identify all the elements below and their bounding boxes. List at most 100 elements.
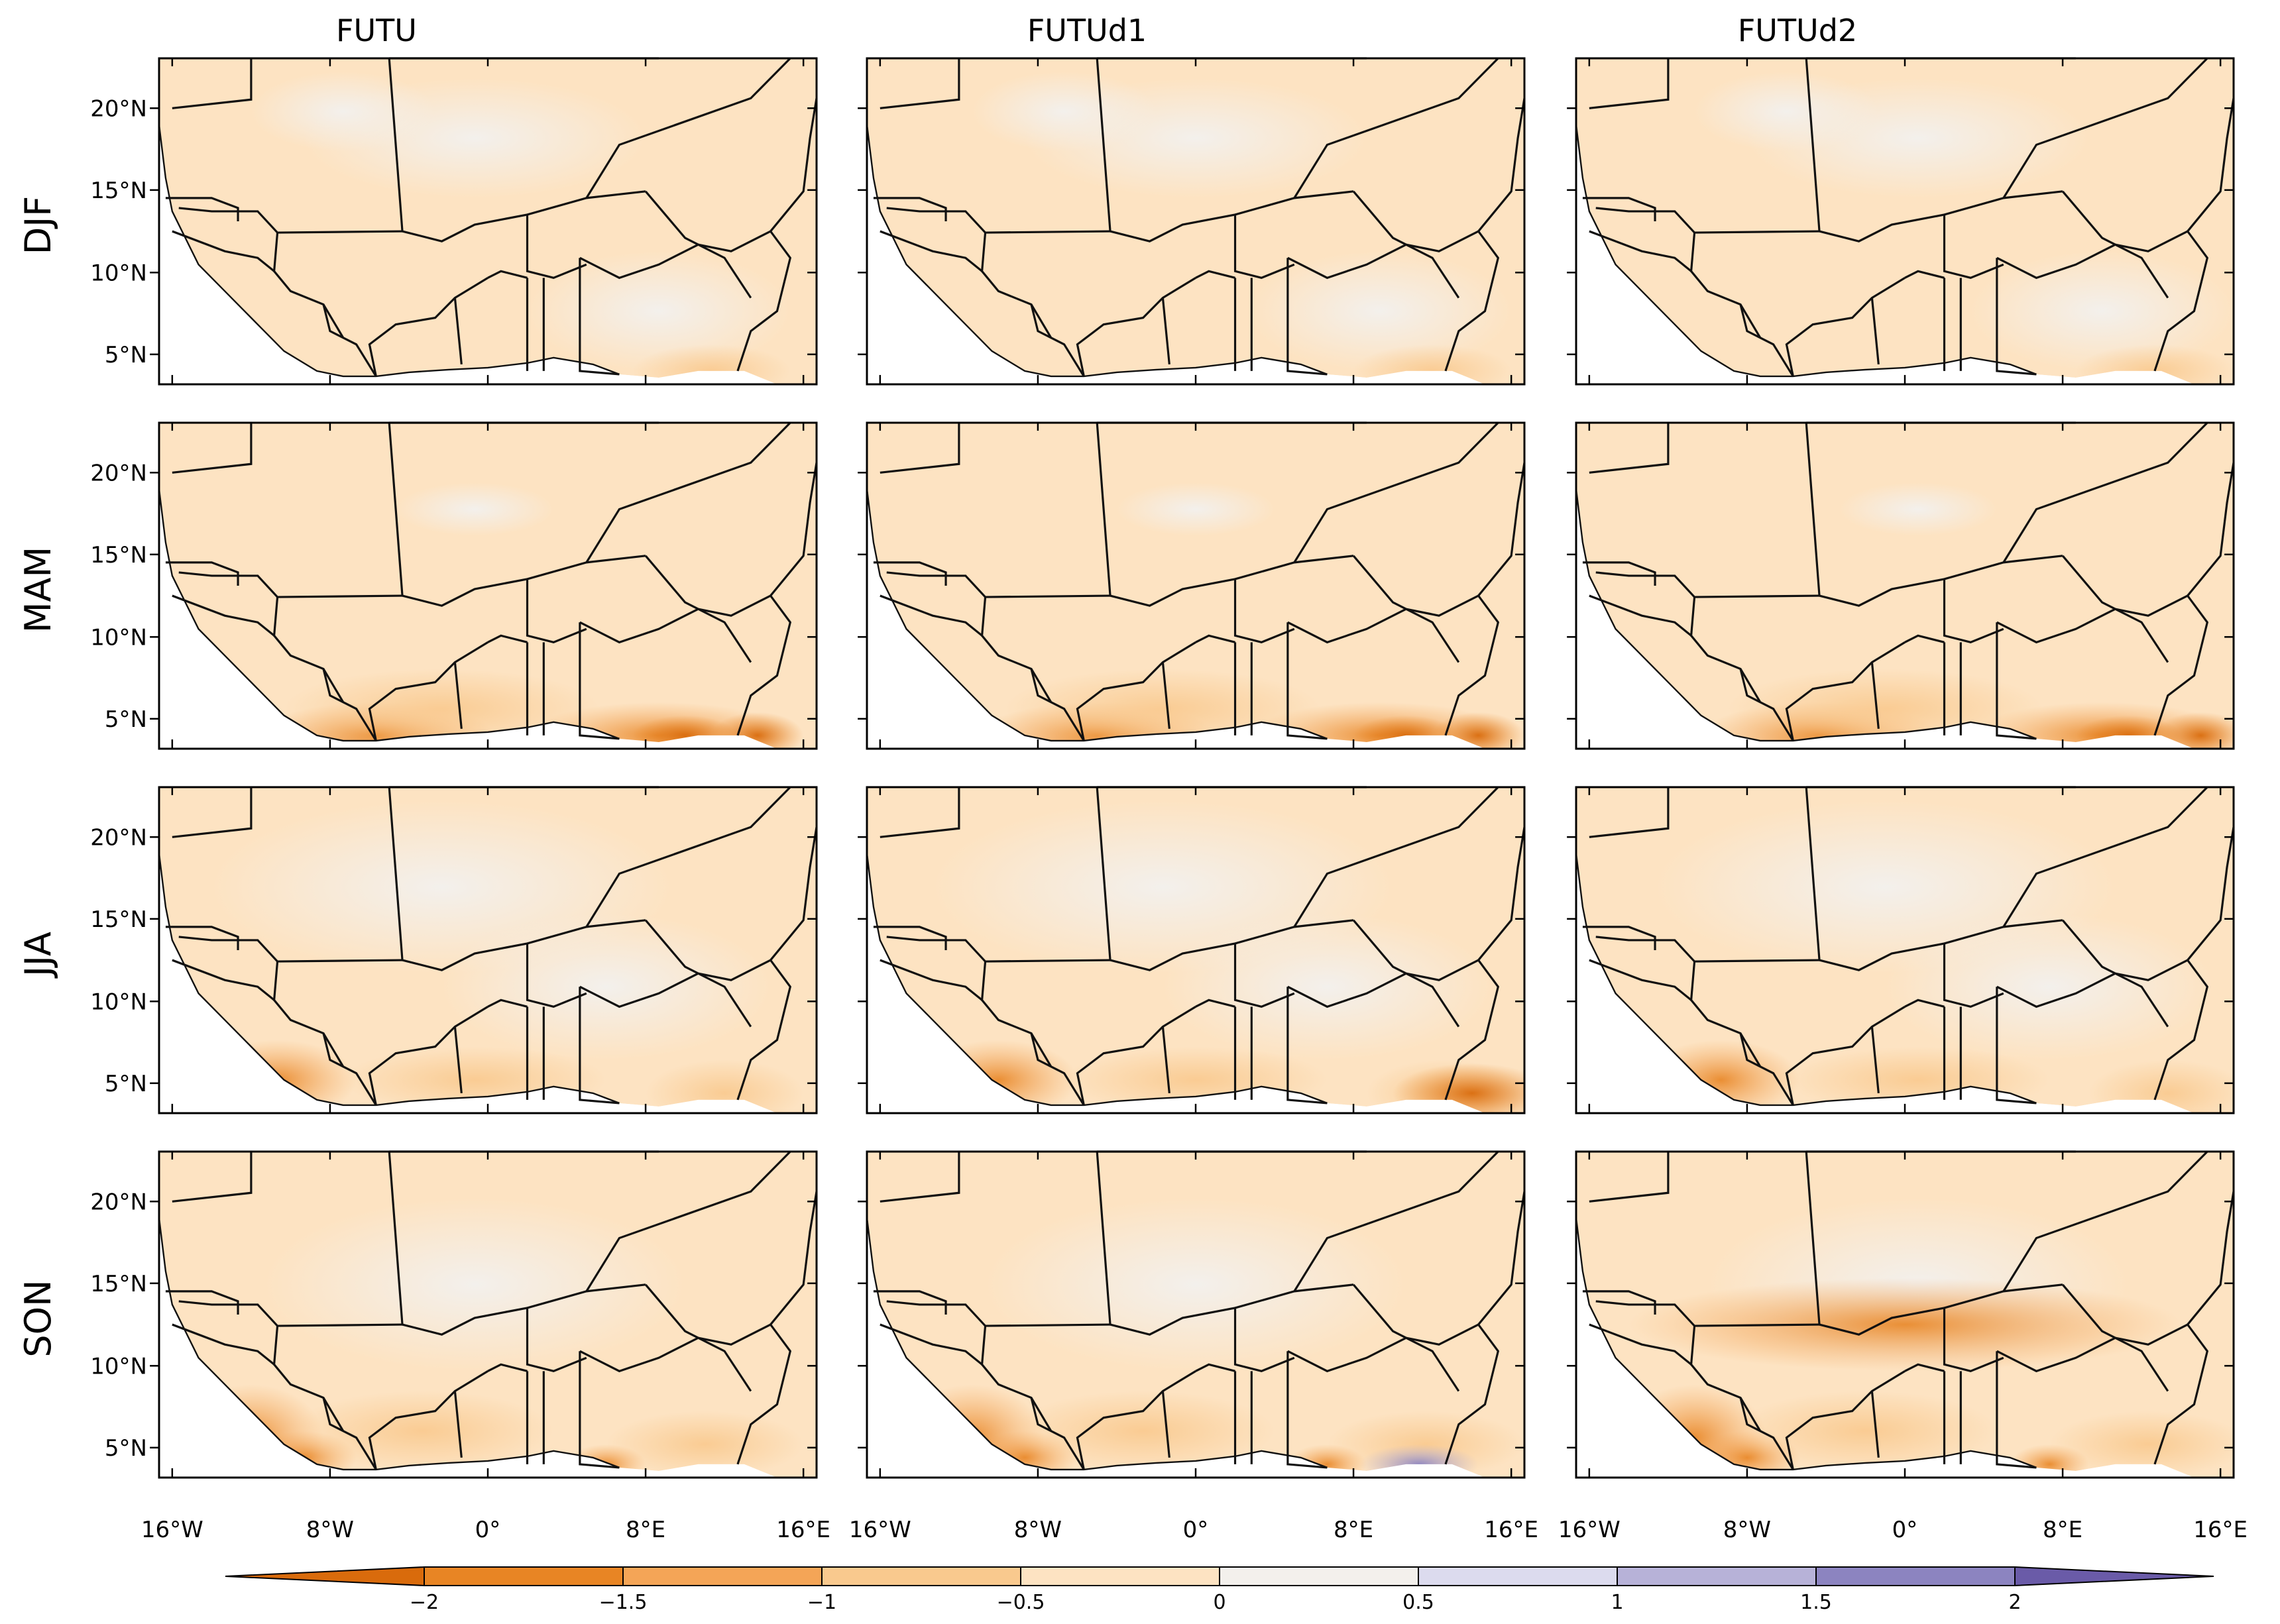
border-line (1076, 276, 1196, 377)
border-line (1233, 214, 1295, 280)
border-line (1286, 1351, 1328, 1469)
border-line (1589, 959, 1692, 1001)
border-line (1076, 641, 1196, 741)
border-line (644, 919, 752, 1028)
border-line (1096, 422, 1112, 596)
border-line (2187, 1191, 2235, 1326)
colorbar-tick-label: −0.5 (997, 1591, 1045, 1614)
border-line (1287, 959, 1479, 1008)
border-line (272, 1325, 345, 1432)
border-line (1293, 421, 1499, 563)
anomaly-patch (606, 1411, 804, 1478)
border-line (1352, 919, 1460, 1028)
coastline (1575, 1218, 2037, 1471)
border-line (526, 943, 587, 1008)
border-line (172, 787, 253, 838)
map-panel-jja-futu (150, 786, 818, 1114)
panel-ticks (1567, 1152, 2234, 1478)
country-borders (866, 786, 1526, 1107)
border-line (880, 230, 983, 272)
border-line (1739, 304, 1794, 377)
border-line (1030, 1033, 1085, 1106)
border-line (2061, 555, 2169, 663)
border-line (644, 1283, 752, 1392)
border-line (1819, 190, 2063, 243)
border-line (453, 999, 528, 1094)
border-line (1444, 1324, 1500, 1465)
anomaly-patch (1694, 72, 1879, 152)
border-line (579, 987, 620, 1105)
border-line (368, 1370, 488, 1470)
longitude-tick-label: 16°E (1484, 1517, 1538, 1543)
border-line (1805, 58, 1821, 232)
border-line (770, 1191, 818, 1326)
border-line (1943, 1307, 2004, 1373)
colorbar-segment (1815, 1566, 2016, 1586)
border-line (402, 190, 646, 243)
anomaly-patch (711, 712, 804, 749)
border-line (1477, 462, 1526, 597)
map-panel-jja-futud1 (858, 786, 1526, 1114)
latitude-tick-label: 10°N (90, 260, 147, 286)
border-line (1293, 1150, 1499, 1292)
border-line (1589, 787, 1670, 838)
border-line (1110, 190, 1354, 243)
border-line (1293, 786, 1499, 928)
border-line (1110, 919, 1354, 971)
border-line (388, 1151, 404, 1325)
coastline (866, 853, 1328, 1107)
border-line (172, 594, 275, 637)
latitude-tick-label: 15°N (90, 542, 147, 568)
latitude-tick-label: 20°N (90, 824, 147, 851)
latitude-tick-label: 20°N (90, 95, 147, 122)
panel-ticks (858, 1152, 1524, 1478)
coastline (866, 1218, 1328, 1471)
border-line (178, 571, 403, 598)
border-line (1096, 1151, 1112, 1325)
border-line (172, 423, 253, 474)
border-line (880, 1323, 983, 1366)
border-line (1943, 943, 2004, 1008)
border-line (322, 669, 377, 741)
border-line (178, 207, 403, 234)
border-line (322, 1397, 377, 1470)
border-line (1589, 594, 1692, 637)
border-line (2061, 190, 2169, 299)
border-line (1096, 58, 1112, 232)
column-title-futu: FUTU (336, 13, 417, 48)
longitude-tick-label: 16°W (849, 1517, 911, 1543)
panel-ticks (1567, 58, 2234, 384)
border-line (165, 926, 239, 950)
latitude-tick-label: 5°N (105, 1435, 147, 1462)
border-line (272, 232, 345, 339)
map-panels (150, 57, 2235, 1479)
border-line (1819, 1283, 2063, 1336)
map-panel-djf-futu (150, 57, 818, 386)
anomaly-patch (632, 344, 791, 384)
border-line (1233, 1371, 1253, 1464)
border-line (2153, 231, 2209, 372)
border-line (1233, 278, 1253, 371)
colorbar-segment (1219, 1566, 1419, 1586)
border-line (172, 58, 253, 109)
column-title-futud2: FUTUd2 (1738, 13, 1857, 48)
border-line (453, 1363, 528, 1458)
anomaly-patches (251, 72, 791, 384)
border-line (1595, 1300, 1820, 1327)
latitude-tick-label: 10°N (90, 989, 147, 1015)
longitude-tick-label: 0° (1183, 1517, 1209, 1543)
border-line (880, 423, 960, 474)
border-line (579, 622, 620, 740)
colorbar-segment (1617, 1566, 1817, 1586)
border-line (1805, 422, 1821, 596)
anomaly-patch (2049, 1411, 2234, 1478)
longitude-tick-label: 16°W (1558, 1517, 1621, 1543)
border-line (1739, 1033, 1794, 1106)
latitude-tick-label: 5°N (105, 1071, 147, 1097)
border-line (322, 1033, 377, 1106)
border-line (644, 190, 752, 299)
colorbar: −2 −1.5 −1 −0.5 0 0.5 1 1.5 2 (225, 1566, 2214, 1614)
border-line (873, 1290, 947, 1315)
border-line (1996, 987, 2037, 1105)
